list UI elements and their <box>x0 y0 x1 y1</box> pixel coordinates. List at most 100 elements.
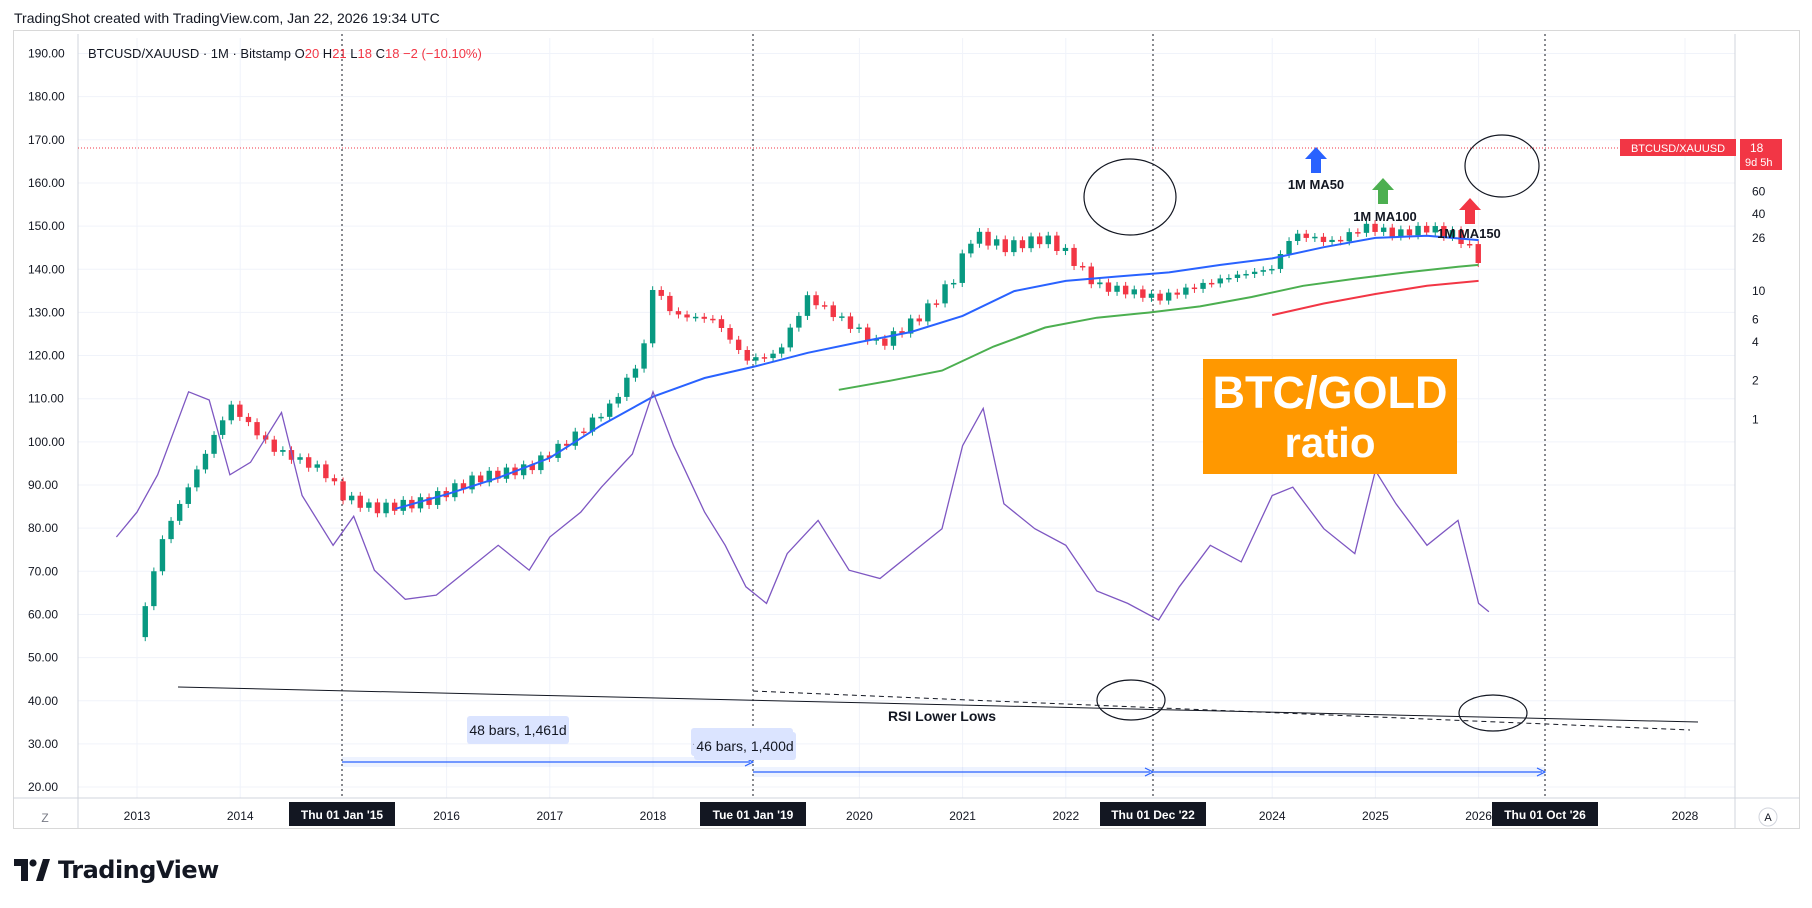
candle-body <box>787 327 793 348</box>
candle-body <box>778 347 785 354</box>
left-axis-tick: 130.00 <box>28 305 65 319</box>
date-range-label: 48 bars, 1,461d <box>469 722 566 738</box>
candle-body <box>495 470 501 479</box>
left-axis-tick: 30.00 <box>28 737 58 751</box>
candle-body <box>1045 235 1051 245</box>
x-axis-tick: 2016 <box>433 809 460 823</box>
candle-body <box>297 457 303 460</box>
candle-body <box>718 319 725 328</box>
rsi-indicator <box>115 389 1490 621</box>
candle-body <box>632 368 639 378</box>
left-axis-tick: 120.00 <box>28 349 65 363</box>
left-axis-tick: 100.00 <box>28 435 65 449</box>
candle-body <box>340 481 346 501</box>
moving-averages <box>394 234 1479 510</box>
candle-body <box>1432 226 1438 233</box>
candle-body <box>753 357 759 361</box>
date-marker-tag <box>289 802 395 826</box>
candle-body <box>856 327 862 329</box>
candle-body <box>1054 235 1060 252</box>
candle-body <box>968 243 974 254</box>
left-axis-tick: 70.00 <box>28 564 58 578</box>
tradingview-logo[interactable]: TradingView <box>14 855 219 885</box>
candle-body <box>211 434 217 454</box>
ma50-arrow <box>1305 147 1327 173</box>
candle-body <box>1251 271 1258 274</box>
candle-body <box>1466 244 1473 246</box>
candle-body <box>280 450 286 452</box>
candle-body <box>452 483 458 498</box>
candle-body <box>185 487 191 504</box>
candle-body <box>1277 254 1284 269</box>
circle-annotation <box>1458 694 1528 732</box>
x-axis-tick: 2017 <box>536 809 563 823</box>
ma-line-150 <box>1271 279 1479 317</box>
title-line2: ratio <box>1284 419 1375 466</box>
candle-body <box>598 416 604 419</box>
candle-body <box>1071 247 1077 266</box>
x-axis-tick: 2014 <box>227 809 254 823</box>
price-tag-countdown: 9d 5h <box>1745 157 1773 169</box>
x-axis-tick: 2013 <box>124 809 151 823</box>
date-marker-tag <box>1492 802 1598 826</box>
candle-body <box>770 353 776 359</box>
candle-body <box>1148 293 1155 298</box>
candle-body <box>237 404 243 417</box>
left-axis-tick: 90.00 <box>28 478 58 492</box>
candle-body <box>692 316 699 319</box>
chart-grid <box>78 38 1735 798</box>
candle-body <box>357 495 363 508</box>
candle-body <box>194 469 200 488</box>
ma100-arrow <box>1372 178 1394 204</box>
date-range-label-box <box>467 716 569 744</box>
candle-body <box>168 520 174 540</box>
candle-body <box>1062 247 1069 252</box>
candle-body <box>606 403 613 417</box>
candle-body <box>1174 292 1180 295</box>
candle-body <box>804 295 811 316</box>
candle-body <box>1329 239 1335 242</box>
date-marker-label: Thu 01 Oct '26 <box>1504 808 1586 822</box>
circle-annotation <box>1464 134 1540 198</box>
x-axis-tick: 2022 <box>1052 809 1079 823</box>
candle-body <box>1312 236 1318 239</box>
date-marker-label: Thu 01 Dec '22 <box>1111 808 1195 822</box>
left-axis-tick: 170.00 <box>28 133 65 147</box>
date-marker-label: Thu 01 Jan '15 <box>301 808 384 822</box>
corner-label-a: A <box>1764 812 1772 824</box>
candle-body <box>1398 229 1404 237</box>
candle-body <box>735 339 742 350</box>
candle-body <box>959 253 965 283</box>
candle-body <box>667 295 673 312</box>
candle-body <box>950 282 957 285</box>
candle-body <box>1337 239 1344 242</box>
candle-body <box>1019 240 1026 249</box>
candle-body <box>684 314 690 318</box>
candle-body <box>1036 236 1043 245</box>
candle-body <box>1011 240 1017 253</box>
candle-body <box>916 318 922 322</box>
candle-body <box>245 416 252 423</box>
candle-body <box>864 327 871 341</box>
price-tag-value: 18 <box>1750 141 1764 155</box>
left-axis-tick: 180.00 <box>28 90 65 104</box>
candle-body <box>727 327 733 340</box>
candle-body <box>529 464 535 471</box>
right-axis-tick: 4 <box>1752 335 1759 349</box>
candle-body <box>925 303 931 322</box>
candle-body <box>314 464 320 468</box>
candle-body <box>469 475 475 490</box>
candle-body <box>1028 236 1034 249</box>
price-tag-value-box <box>1740 139 1782 170</box>
candle-body <box>331 478 338 482</box>
candle-body <box>1449 230 1456 237</box>
candle-body <box>400 499 406 511</box>
candle-body <box>1441 226 1447 237</box>
candle-body <box>1415 225 1421 236</box>
candle-body <box>1114 285 1120 292</box>
candle-body <box>1217 278 1223 284</box>
rsi-trend-line <box>177 686 1699 723</box>
date-range-label: 46 bars, 1,400d <box>696 738 793 754</box>
candle-body <box>1088 266 1094 285</box>
